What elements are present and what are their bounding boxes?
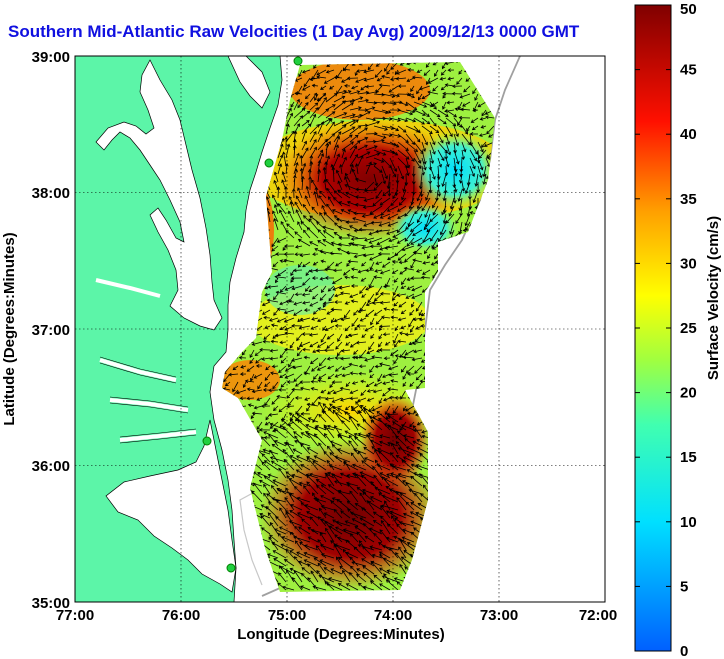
y-tick-label: 38:00 <box>32 185 70 202</box>
x-tick-label: 75:00 <box>268 607 306 624</box>
colorbar-tick-label: 40 <box>680 126 697 143</box>
x-axis-ticks: 77:00 76:00 75:00 74:00 73:00 72:00 <box>56 607 617 624</box>
y-axis-label: Latitude (Degrees:Minutes) <box>1 232 18 425</box>
colorbar-tick-label: 45 <box>680 62 697 79</box>
land-mass <box>75 56 283 602</box>
colorbar-ticks: 0 5 10 15 20 25 30 35 40 45 50 <box>635 1 697 659</box>
map-title: Southern Mid-Atlantic Raw Velocities (1 … <box>8 22 580 41</box>
colorbar-tick-label: 25 <box>680 320 697 337</box>
x-tick-label: 72:00 <box>579 607 617 624</box>
grid-lines <box>75 56 605 602</box>
colorbar-label: Surface Velocity (cm/s) <box>705 216 722 380</box>
plot-frame <box>74 55 606 603</box>
colorbar-tick-label: 15 <box>680 449 697 466</box>
x-tick-label: 73:00 <box>480 607 518 624</box>
colorbar-tick-label: 10 <box>680 514 697 531</box>
colorbar-tick-label: 30 <box>680 255 697 272</box>
radar-station <box>226 563 236 573</box>
x-tick-label: 74:00 <box>374 607 412 624</box>
y-tick-label: 39:00 <box>32 49 70 66</box>
pamlico-sound <box>105 419 237 593</box>
colorbar-tick-label: 35 <box>680 191 697 208</box>
x-axis-label: Longitude (Degrees:Minutes) <box>237 626 445 643</box>
radar-station <box>202 436 212 446</box>
colorbar-tick-label: 0 <box>680 643 688 659</box>
river-inlets <box>95 278 197 442</box>
colorbar-tick-label: 5 <box>680 578 688 595</box>
colorbar <box>634 4 672 652</box>
colorbar-tick-label: 50 <box>680 1 697 18</box>
y-tick-label: 36:00 <box>32 458 70 475</box>
radar-station <box>293 56 303 66</box>
radar-station <box>264 158 274 168</box>
delaware-bay <box>227 56 271 109</box>
y-axis-ticks: 39:00 38:00 37:00 36:00 35:00 <box>32 49 70 612</box>
y-tick-label: 35:00 <box>32 595 70 612</box>
colorbar-tick-label: 20 <box>680 385 697 402</box>
shelf-contour-inner <box>239 487 263 586</box>
chesapeake-bay <box>95 59 223 331</box>
x-tick-label: 77:00 <box>56 607 94 624</box>
y-tick-label: 37:00 <box>32 322 70 339</box>
river-outlines <box>99 356 197 444</box>
x-tick-label: 76:00 <box>162 607 200 624</box>
